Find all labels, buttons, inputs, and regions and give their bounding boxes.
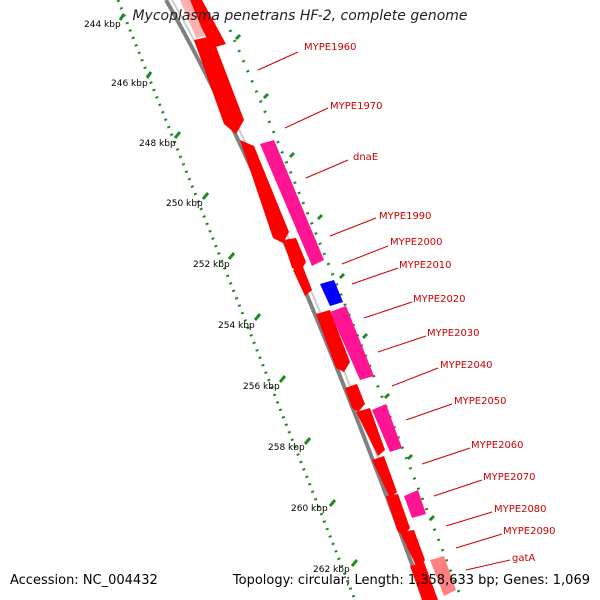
gene-label[interactable]: gatA <box>512 553 535 564</box>
scale-label: 246 kbp <box>111 79 148 89</box>
scale-label: 248 kbp <box>139 139 176 149</box>
gene-label[interactable]: MYPE1970 <box>330 101 383 112</box>
outer-ticks <box>234 33 436 522</box>
gene-feature-2060[interactable] <box>372 456 397 498</box>
gene-feature-2090[interactable] <box>400 530 425 570</box>
gene-label[interactable]: MYPE1960 <box>304 42 357 53</box>
scale-label: 244 kbp <box>84 20 121 30</box>
pink-feature-dnaE[interactable] <box>260 140 324 266</box>
gene-feature-2040[interactable] <box>356 408 385 456</box>
scale-label: 262 kbp <box>313 565 350 575</box>
scale-arc-inner <box>116 0 357 600</box>
scale-label: 256 kbp <box>243 382 280 392</box>
gene-label[interactable]: MYPE2060 <box>471 440 524 451</box>
pink-feature-2070[interactable] <box>404 490 426 518</box>
rna-features <box>260 140 426 518</box>
scale-label: 258 kbp <box>268 443 305 453</box>
gene-label[interactable]: MYPE2050 <box>454 396 507 407</box>
pink-feature-2030[interactable] <box>330 306 374 380</box>
gene-feature-2080[interactable] <box>386 494 410 536</box>
gene-feature-1990[interactable] <box>293 267 312 296</box>
gene-label[interactable]: MYPE2040 <box>440 360 493 371</box>
gene-feature-2010[interactable] <box>316 310 350 372</box>
gene-feature-gatA[interactable] <box>410 562 438 600</box>
pink-feature-2010[interactable] <box>320 280 343 306</box>
gene-feature-2030[interactable] <box>345 384 365 412</box>
gene-label[interactable]: MYPE2070 <box>483 472 536 483</box>
accession-text: Accession: NC_004432 <box>10 573 158 588</box>
gene-labels: MYPE1960 MYPE1970 dnaE MYPE1990 MYPE2000… <box>304 42 556 564</box>
gene-label[interactable]: MYPE2080 <box>494 504 547 515</box>
gene-label[interactable]: MYPE1990 <box>379 211 432 222</box>
gene-shade-bottom <box>430 556 456 596</box>
scale-labels: 244 kbp 246 kbp 248 kbp 250 kbp 252 kbp … <box>84 20 350 575</box>
gene-label[interactable]: dnaE <box>353 152 378 163</box>
page-title: Mycoplasma penetrans HF-2, complete geno… <box>132 8 468 24</box>
gene-label[interactable]: MYPE2030 <box>427 328 480 339</box>
scale-label: 260 kbp <box>291 504 328 514</box>
gene-label[interactable]: MYPE2010 <box>399 260 452 271</box>
pink-feature-2050[interactable] <box>372 404 402 452</box>
gene-feature-1970[interactable] <box>240 140 289 243</box>
gene-label[interactable]: MYPE2090 <box>503 526 556 537</box>
scale-label: 252 kbp <box>193 260 230 270</box>
scale-ticks <box>118 13 359 567</box>
gene-label[interactable]: MYPE2020 <box>413 294 466 305</box>
gene-shade-top <box>180 0 205 38</box>
genome-summary-text: Topology: circular; Length: 1,358,633 bp… <box>232 573 590 588</box>
scale-label: 254 kbp <box>218 321 255 331</box>
gene-feature-1960[interactable] <box>187 0 226 48</box>
cds-features <box>187 0 438 600</box>
cds-light-features <box>180 0 456 596</box>
gene-feature-dnaE[interactable] <box>283 238 306 272</box>
label-leaders <box>257 51 511 571</box>
gene-label[interactable]: MYPE2000 <box>390 237 443 248</box>
gene-feature-1960b[interactable] <box>194 36 244 134</box>
scale-label: 250 kbp <box>166 199 203 209</box>
